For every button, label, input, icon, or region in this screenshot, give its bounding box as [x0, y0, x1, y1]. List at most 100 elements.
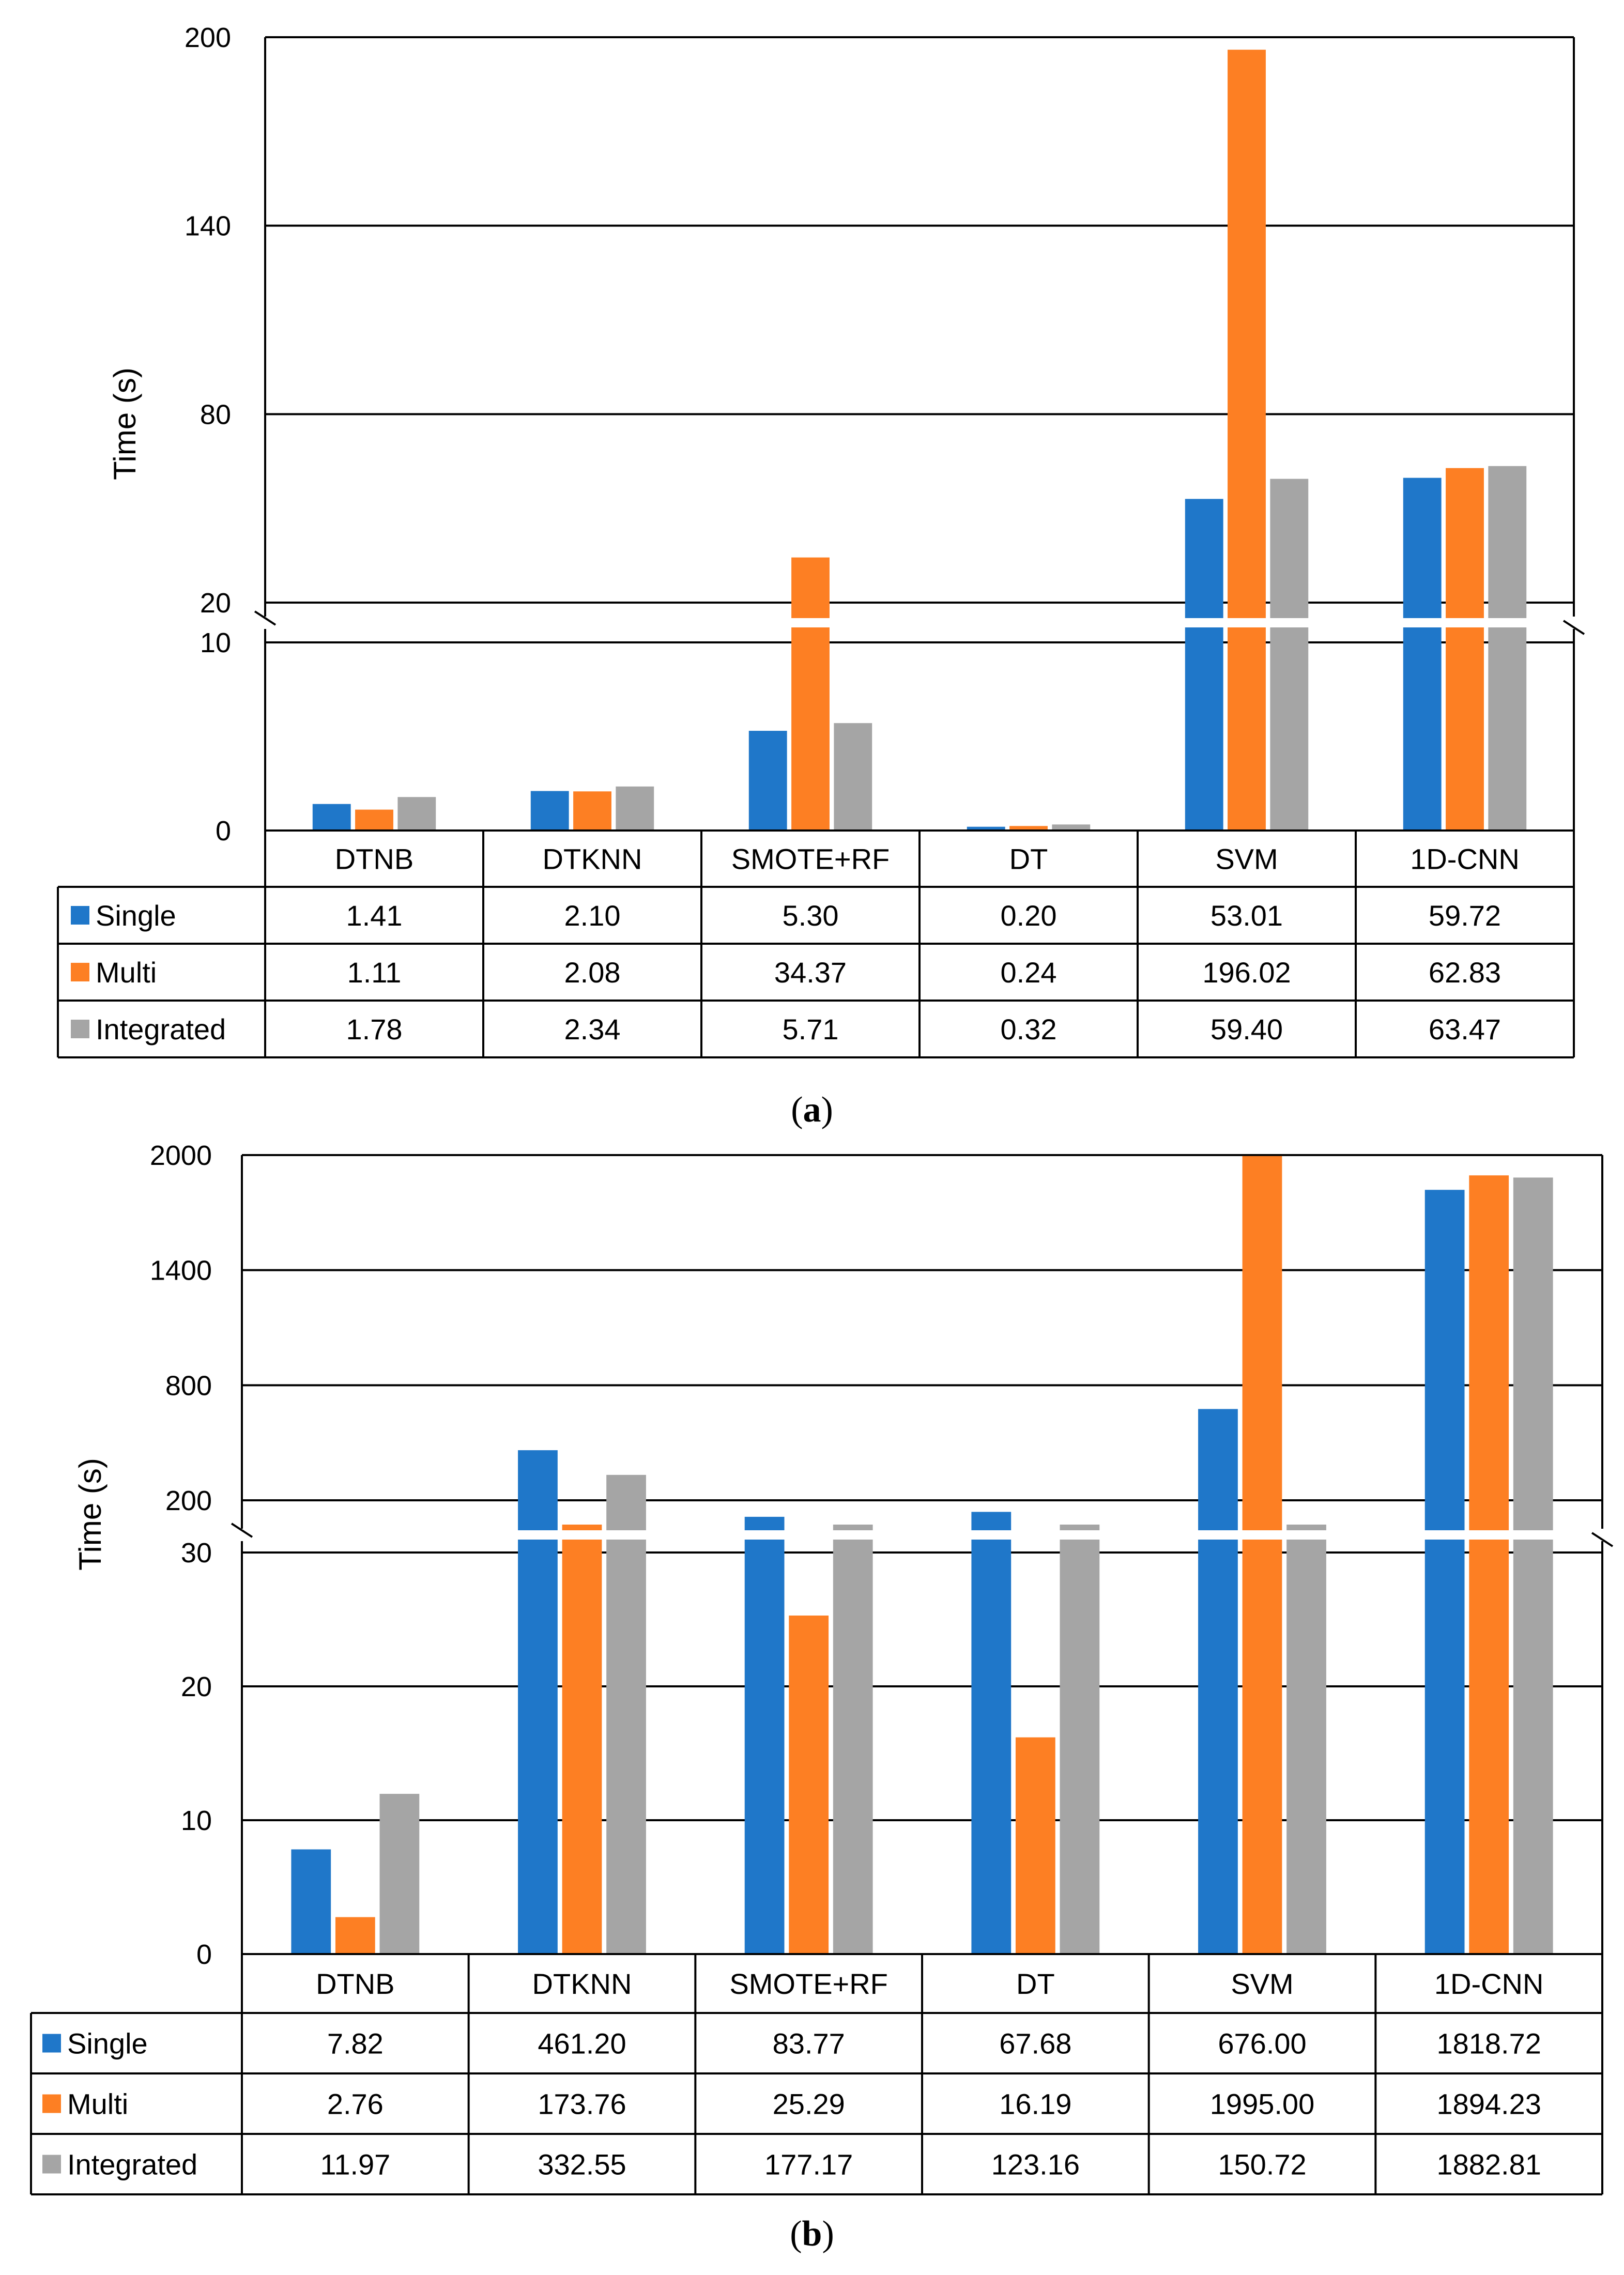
y-tick-label: 0: [196, 1939, 212, 1970]
bar-integrated: [1488, 466, 1527, 831]
data-label: 150.72: [1218, 2148, 1306, 2181]
y-tick-label: 1400: [150, 1255, 212, 1286]
legend-label: Single: [96, 899, 176, 932]
data-label: 0.20: [1001, 899, 1057, 932]
data-label: 1995.00: [1210, 2088, 1314, 2120]
axis-break-mark: [1591, 1532, 1614, 1547]
data-label: 59.72: [1429, 899, 1501, 932]
category-label: DTNB: [335, 843, 413, 875]
y-tick-label: 10: [200, 627, 231, 658]
data-label: 83.77: [773, 2027, 845, 2060]
data-label: 5.30: [783, 899, 839, 932]
data-label: 676.00: [1218, 2027, 1306, 2060]
legend-swatch-integrated: [42, 2155, 61, 2174]
legend-label: Single: [67, 2027, 148, 2060]
data-label: 16.19: [999, 2088, 1071, 2120]
bar-single: [1185, 499, 1223, 831]
bar-multi: [1446, 468, 1484, 831]
data-label: 2.08: [564, 956, 621, 989]
bar-integrated: [1513, 1177, 1553, 1954]
data-label: 461.20: [538, 2027, 626, 2060]
axis-break: [262, 618, 1581, 627]
legend-label: Multi: [67, 2088, 128, 2120]
category-label: DT: [1009, 843, 1048, 875]
data-label: 173.76: [538, 2088, 626, 2120]
category-label: 1D-CNN: [1410, 843, 1520, 875]
bar-integrated: [606, 1474, 646, 1954]
data-label: 2.76: [327, 2088, 384, 2120]
legend-label: Integrated: [96, 1013, 226, 1046]
bar-integrated: [379, 1793, 420, 1954]
legend-label: Multi: [96, 956, 157, 989]
bar-multi: [355, 809, 393, 831]
axis-break-mark: [254, 610, 277, 626]
y-tick-label: 80: [200, 399, 231, 430]
y-tick-label: 20: [200, 588, 231, 619]
data-label: 1.78: [346, 1013, 403, 1046]
data-label: 25.29: [773, 2088, 845, 2120]
bar-single: [967, 826, 1005, 831]
data-label: 11.97: [320, 2148, 390, 2181]
bar-multi: [1469, 1175, 1509, 1954]
data-label: 67.68: [999, 2027, 1071, 2060]
caption-letter: b: [802, 2214, 822, 2254]
data-label: 1.41: [346, 899, 403, 932]
data-label: 1.11: [347, 956, 402, 989]
data-label: 1882.81: [1436, 2148, 1541, 2181]
y-tick-label: 200: [185, 22, 231, 53]
y-tick-label: 140: [185, 211, 231, 242]
bar-integrated: [616, 786, 654, 831]
bar-single: [1424, 1190, 1465, 1954]
data-label: 53.01: [1211, 899, 1283, 932]
bar-multi: [1242, 1156, 1282, 1954]
bar-multi: [1015, 1737, 1055, 1954]
y-tick-label: 10: [181, 1805, 212, 1836]
chart-b: 200 800 1400 2000 0 10 20 30 Time (s) DTNB DTKNN SM…: [30, 1140, 1614, 2254]
bar-single: [530, 791, 569, 831]
data-label: 7.82: [327, 2027, 384, 2060]
data-label: 1818.72: [1436, 2027, 1541, 2060]
legend-label: Integrated: [67, 2148, 197, 2181]
category-label: DT: [1016, 1967, 1055, 2000]
bar-single: [312, 804, 351, 831]
bar-multi: [562, 1525, 602, 1954]
bar-integrated: [1052, 824, 1091, 831]
chart-a: 20 80 140 200 0 10 Time (s) DTNB DTKNN SMOTE+RF DT…: [57, 22, 1585, 1130]
data-label: 0.24: [1001, 956, 1057, 989]
category-label: 1D-CNN: [1434, 1967, 1544, 2000]
bar-multi: [1009, 826, 1048, 831]
bar-multi: [789, 1615, 829, 1954]
bar-single: [1403, 478, 1442, 831]
bar-single: [1198, 1409, 1238, 1954]
data-label: 59.40: [1211, 1013, 1283, 1046]
data-label: 123.16: [991, 2148, 1080, 2181]
y-tick-label: 30: [181, 1538, 212, 1569]
y-tick-label: 2000: [150, 1140, 212, 1171]
category-label: SVM: [1231, 1967, 1293, 2000]
data-label: 1894.23: [1436, 2088, 1541, 2120]
bar-integrated: [834, 723, 872, 831]
bar-integrated: [1286, 1525, 1326, 1954]
category-label: DTKNN: [532, 1967, 632, 2000]
data-label: 196.02: [1202, 956, 1291, 989]
data-label: 34.37: [774, 956, 847, 989]
bar-multi: [573, 791, 611, 831]
data-label: 2.10: [564, 899, 621, 932]
y-tick-label: 20: [181, 1671, 212, 1702]
data-label: 177.17: [764, 2148, 853, 2181]
data-label: 63.47: [1429, 1013, 1501, 1046]
category-label: DTKNN: [543, 843, 642, 875]
data-label: 332.55: [538, 2148, 626, 2181]
category-label: SMOTE+RF: [729, 1967, 887, 2000]
bar-single: [971, 1512, 1012, 1954]
caption-letter: a: [803, 1090, 821, 1130]
bar-single: [748, 731, 787, 831]
legend-swatch-single: [71, 906, 89, 925]
bar-integrated: [1060, 1525, 1100, 1954]
bar-integrated: [397, 797, 436, 831]
bar-single: [518, 1450, 558, 1954]
bar-integrated: [1270, 479, 1309, 831]
category-label: SVM: [1215, 843, 1278, 875]
y-axis-label: Time (s): [73, 1458, 108, 1571]
